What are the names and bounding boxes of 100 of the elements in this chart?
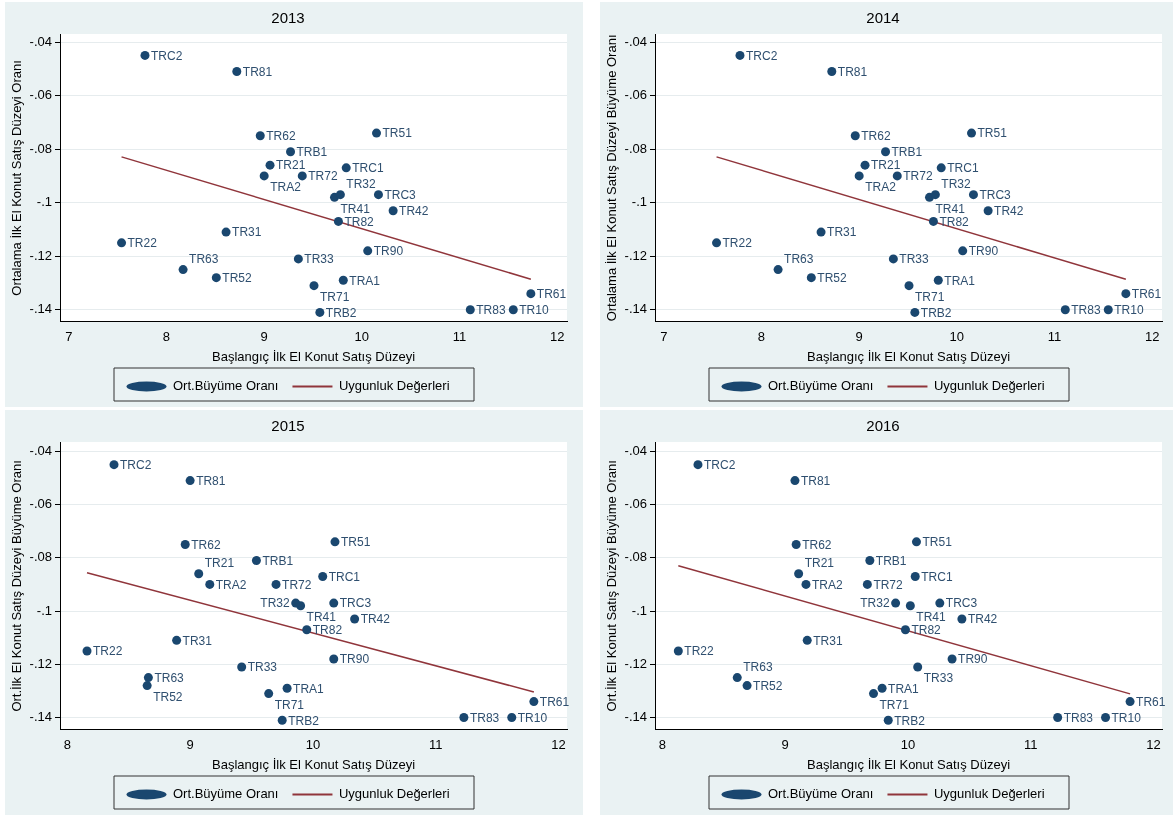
legend-label: Uygunluk Değerleri [338, 378, 450, 394]
point [388, 206, 398, 216]
annotation: TRC2 [703, 457, 736, 472]
annotation: TRA1 [944, 273, 976, 288]
point [507, 713, 517, 723]
point [877, 683, 887, 693]
y-tick-label: -.08 [624, 549, 647, 565]
point [967, 128, 977, 138]
point [180, 540, 190, 549]
point [712, 238, 722, 248]
point [910, 571, 920, 581]
point [854, 171, 864, 181]
annotation: TR41 [935, 201, 966, 216]
x-axis-title: Başlangıç İlk El Konut Satış Düzeyi [211, 756, 416, 772]
point [350, 614, 360, 624]
annotation: TR31 [827, 225, 857, 240]
x-tick-label: 7 [65, 329, 73, 345]
y-tick-label: -.1 [36, 602, 52, 618]
point [883, 715, 893, 725]
point [673, 646, 683, 656]
point [905, 601, 915, 611]
annotation: TR81 [196, 473, 226, 488]
point [816, 227, 826, 237]
point [958, 246, 968, 256]
point [205, 579, 215, 589]
chart-title: 2016 [866, 417, 900, 435]
annotation: TR82 [344, 214, 375, 229]
annotation: TRB2 [920, 305, 952, 320]
y-tick-label: -.08 [624, 140, 647, 156]
point [255, 131, 265, 141]
annotation: TRC3 [945, 596, 978, 611]
x-tick-label: 7 [660, 329, 668, 345]
annotation: TR62 [266, 129, 296, 144]
point [862, 579, 872, 589]
point [1053, 713, 1063, 723]
point [1101, 713, 1111, 723]
y-tick-label: -.1 [36, 194, 52, 210]
annotation: TRB1 [296, 145, 328, 160]
point [735, 50, 745, 60]
x-tick-label: 10 [900, 737, 916, 753]
point [529, 697, 539, 707]
annotation: TR63 [189, 251, 219, 266]
x-tick-label: 8 [63, 737, 71, 753]
point [1060, 305, 1070, 315]
y-tick-label: -.08 [29, 140, 52, 156]
annotation: TRB1 [262, 553, 294, 568]
point [194, 569, 204, 579]
annotation: TRC2 [745, 48, 778, 63]
annotation: TR71 [879, 697, 910, 712]
annotation: TR41 [306, 610, 337, 625]
point [318, 571, 328, 581]
y-tick-label: -.14 [29, 301, 52, 317]
point [869, 689, 879, 699]
annotation: TRB2 [288, 713, 320, 728]
annotation: TR72 [873, 577, 904, 592]
annotation: TR10 [517, 710, 548, 725]
x-tick-label: 12 [1146, 737, 1161, 753]
point [910, 307, 920, 317]
annotation: TRC1 [352, 161, 384, 176]
point [933, 275, 943, 285]
point [911, 537, 921, 547]
annotation: TR52 [222, 270, 252, 285]
annotation: TR81 [242, 64, 273, 79]
x-tick-label: 12 [550, 329, 565, 345]
y-tick-label: -.04 [29, 33, 52, 49]
point [1103, 305, 1113, 315]
point [315, 307, 325, 317]
annotation: TR82 [312, 623, 343, 638]
annotation: TR82 [939, 214, 970, 229]
point [372, 128, 382, 138]
point [888, 254, 898, 264]
y-tick-label: -.06 [624, 87, 647, 103]
point [293, 254, 303, 264]
chart-title: 2013 [271, 9, 305, 27]
point [286, 147, 296, 157]
annotation: TR51 [340, 535, 371, 550]
point [297, 171, 307, 181]
y-axis-title: Ort.İlk El Konut Satış Düzeyi Büyüme Oranı [9, 460, 25, 712]
point [309, 281, 319, 291]
y-tick-label: -.1 [631, 602, 647, 618]
annotation: TR82 [911, 623, 942, 638]
annotation: TR90 [968, 244, 999, 259]
annotation: TR10 [519, 303, 549, 318]
point [211, 273, 221, 283]
x-tick-label: 11 [1023, 737, 1038, 753]
annotation: TR61 [1131, 287, 1162, 301]
annotation: TRC2 [120, 457, 152, 472]
y-tick-label: -.04 [624, 33, 647, 49]
x-tick-label: 10 [354, 329, 370, 345]
point [259, 171, 269, 181]
legend-label: Ort.Büyüme Oranı [767, 378, 874, 394]
x-tick-label: 12 [551, 737, 566, 753]
annotation: TRC3 [384, 187, 417, 202]
annotation: TRB1 [891, 145, 923, 160]
x-tick-label: 11 [1047, 329, 1062, 345]
y-tick-label: -.08 [29, 549, 52, 565]
y-tick-label: -.14 [624, 709, 647, 725]
point [140, 50, 150, 60]
annotation: TR52 [817, 270, 847, 285]
point [232, 66, 242, 76]
